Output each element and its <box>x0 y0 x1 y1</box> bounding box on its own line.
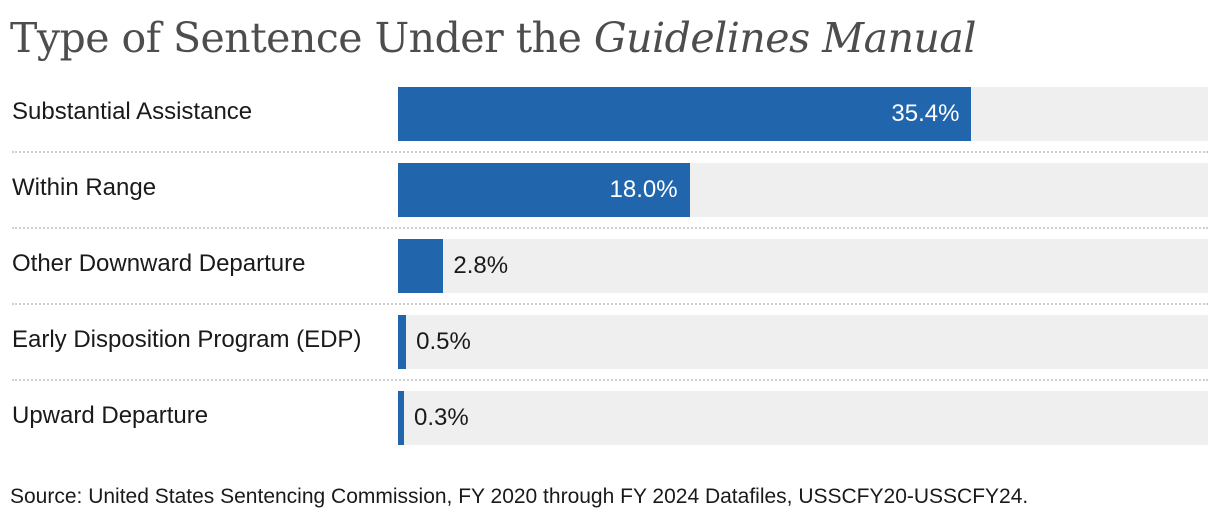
source-note: Source: United States Sentencing Commiss… <box>10 485 1029 508</box>
bar-track: 0.5% <box>398 315 1208 369</box>
bar-row: Upward Departure 0.3% <box>0 380 1220 456</box>
bar-row: Early Disposition Program (EDP) 0.5% <box>0 304 1220 380</box>
bar-track: 35.4% <box>398 87 1208 141</box>
bar-chart: Substantial Assistance 35.4% Within Range 1… <box>0 76 1220 456</box>
row-divider <box>12 303 1208 305</box>
bar <box>398 391 404 445</box>
bar-track: 18.0% <box>398 163 1208 217</box>
chart-title-emphasis: Guidelines Manual <box>593 14 977 62</box>
category-label: Substantial Assistance <box>12 98 253 125</box>
bar <box>398 315 407 369</box>
value-label: 0.5% <box>416 328 471 355</box>
bar-track: 0.3% <box>398 391 1208 445</box>
row-divider <box>12 227 1208 229</box>
bar-row: Substantial Assistance 35.4% <box>0 76 1220 152</box>
category-label: Other Downward Departure <box>12 250 306 277</box>
value-label: 2.8% <box>453 252 509 279</box>
chart-title-prefix: Type of Sentence Under the <box>10 14 594 62</box>
row-divider <box>12 151 1208 153</box>
bar <box>398 163 690 217</box>
bar <box>398 239 444 293</box>
value-label: 18.0% <box>609 176 678 203</box>
bar-track: 2.8% <box>398 239 1208 293</box>
chart-title: Type of Sentence Under the Guidelines Ma… <box>10 10 976 66</box>
bar <box>398 87 972 141</box>
value-label: 0.3% <box>414 404 469 431</box>
category-label: Early Disposition Program (EDP) <box>12 326 362 353</box>
category-label: Within Range <box>12 174 157 201</box>
bar-row: Other Downward Departure 2.8% <box>0 228 1220 304</box>
value-label: 35.4% <box>891 100 960 127</box>
bar-row: Within Range 18.0% <box>0 152 1220 228</box>
row-divider <box>12 379 1208 381</box>
category-label: Upward Departure <box>12 402 209 429</box>
